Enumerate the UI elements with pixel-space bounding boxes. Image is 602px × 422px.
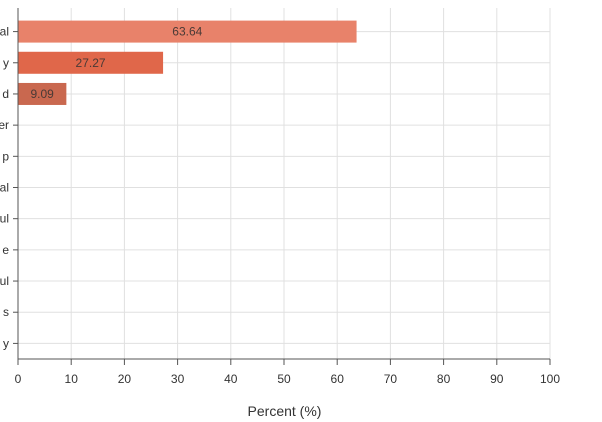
x-tick-label: 30 [171, 372, 185, 386]
category-label: ul [0, 274, 9, 288]
category-label: y [3, 336, 9, 350]
bar-value-label: 63.64 [172, 25, 202, 39]
bars [18, 20, 357, 105]
x-tick-label: 70 [384, 372, 398, 386]
bar [18, 51, 164, 74]
x-axis-title: Percent (%) [248, 403, 322, 419]
bar [18, 20, 357, 43]
axes: 0 10 20 30 40 50 60 70 80 90 100 al y d er p al ul e ul s y [0, 8, 560, 386]
bar-value-label: 9.09 [30, 87, 54, 101]
x-tick-label: 60 [331, 372, 345, 386]
category-label: al [0, 181, 9, 195]
category-label: er [0, 118, 9, 132]
x-tick-label: 0 [15, 372, 22, 386]
x-tick-label: 80 [437, 372, 451, 386]
category-label: p [2, 149, 9, 163]
x-tick-label: 90 [490, 372, 504, 386]
x-tick-label: 100 [540, 372, 560, 386]
bar [18, 82, 67, 105]
category-label: s [3, 305, 9, 319]
category-label: al [0, 25, 9, 39]
x-tick-label: 50 [277, 372, 291, 386]
data-labels: 63.64 27.27 9.09 [30, 25, 202, 101]
x-tick-label: 10 [65, 372, 79, 386]
category-label: e [2, 243, 9, 257]
category-label: y [3, 56, 9, 70]
bar-value-label: 27.27 [76, 56, 106, 70]
x-tick-label: 40 [224, 372, 238, 386]
category-label: ul [0, 212, 9, 226]
x-tick-label: 20 [118, 372, 132, 386]
category-label: d [2, 87, 9, 101]
